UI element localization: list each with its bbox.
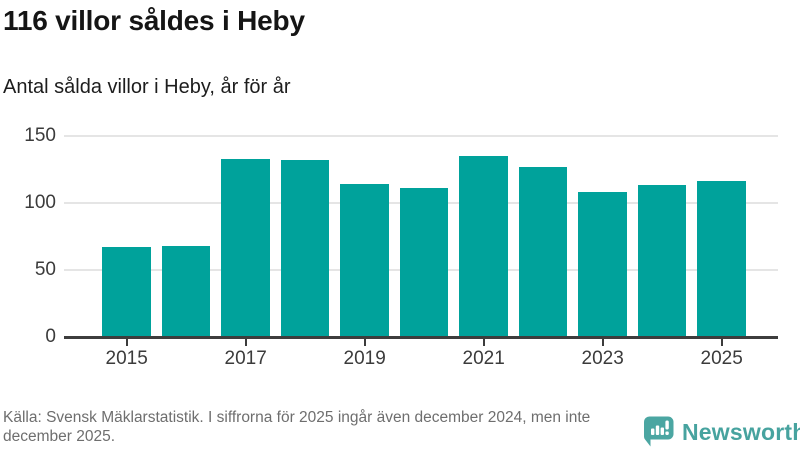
x-axis-tick [482,338,485,346]
bar-2017 [221,158,270,337]
x-axis-tick-label: 2017 [224,348,267,369]
x-axis-tick-label: 2025 [700,348,743,369]
newsworthy-wordmark: Newsworthy [682,418,800,445]
bar-2025 [697,181,746,337]
newsworthy-logo: Newsworthy [644,416,800,448]
bar-2019 [340,184,389,337]
x-axis-tick [125,338,128,346]
newsworthy-speech-bubble-chart-icon [644,416,674,447]
bar-2023 [578,192,627,337]
y-axis-tick-label: 0 [45,326,56,347]
bar-2016 [161,245,211,337]
page-title: 116 villor såldes i Heby [3,5,305,36]
x-axis-tick [244,338,247,346]
chart-subtitle: Antal sålda villor i Heby, år för år [3,76,291,98]
bar-2021 [459,155,508,337]
y-axis-tick-label: 150 [24,124,56,146]
x-axis-tick-label: 2023 [581,348,624,369]
x-axis-tick [363,338,366,346]
gridline-150 [64,134,778,137]
x-axis-line [64,336,778,339]
x-axis-tick-label: 2019 [343,348,386,369]
bar-2024 [637,185,687,337]
bar-2015 [102,247,151,337]
bar-2022 [518,166,568,337]
x-axis-tick [601,338,604,346]
bar-2020 [399,188,449,337]
x-axis-tick [720,338,723,346]
bar-2018 [280,159,330,337]
source-note: Källa: Svensk Mäklarstatistik. I siffror… [3,409,591,445]
y-axis-tick-label: 100 [24,191,56,213]
x-axis-tick-label: 2021 [462,348,505,369]
x-axis-tick-label: 2015 [105,348,148,369]
y-axis-tick-label: 50 [34,258,56,280]
